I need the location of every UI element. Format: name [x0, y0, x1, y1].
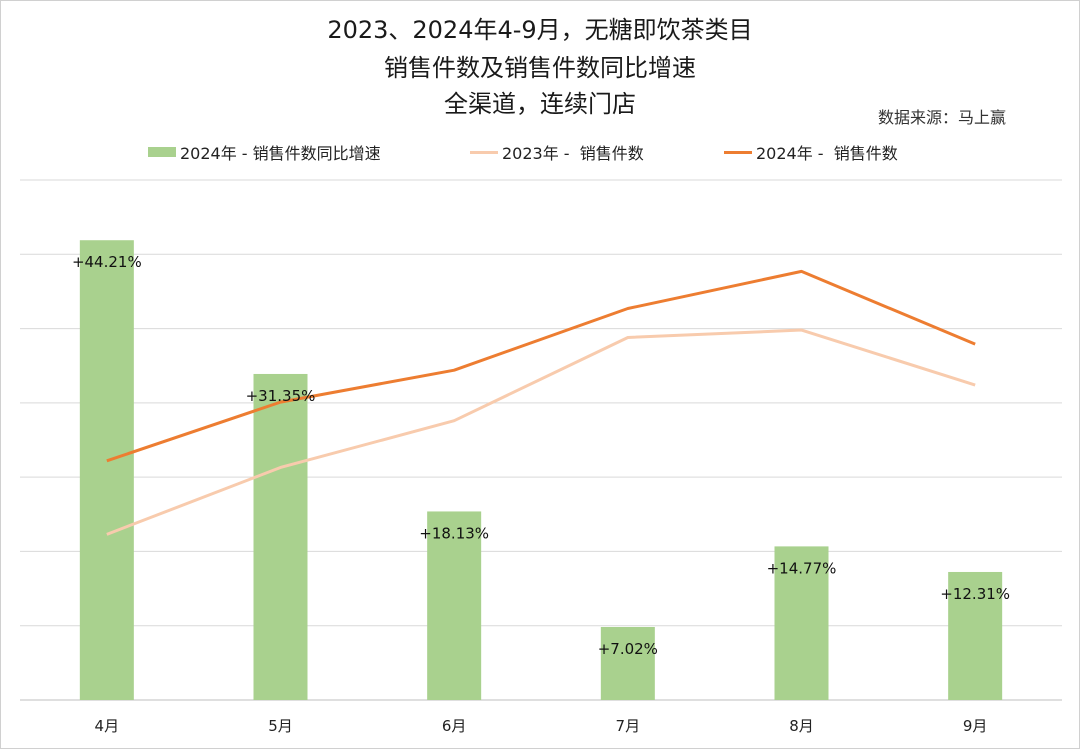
legend-swatch-2024 — [724, 150, 752, 154]
chart-title-line-3: 全渠道，连续门店 — [444, 90, 636, 118]
x-tick-label: 9月 — [963, 717, 988, 735]
bar — [427, 511, 482, 700]
x-tick-label: 6月 — [442, 717, 467, 735]
legend-item-2024: 2024年 - 销售件数 — [724, 140, 898, 164]
bar-data-label: +12.31% — [940, 585, 1010, 603]
bar-data-label: +14.77% — [767, 559, 837, 577]
legend-swatch-2023 — [470, 150, 498, 154]
x-tick-label: 5月 — [268, 717, 293, 735]
bar-data-label: +44.21% — [72, 253, 142, 271]
bar — [253, 373, 308, 700]
legend-label-2024: 2024年 - 销售件数 — [756, 144, 898, 163]
bar — [774, 546, 829, 700]
legend-item-2023: 2023年 - 销售件数 — [470, 140, 644, 164]
bar — [79, 240, 134, 700]
legend-label-2023: 2023年 - 销售件数 — [502, 144, 644, 163]
data-source-note: 数据来源：马上赢 — [878, 108, 1007, 127]
x-tick-label: 8月 — [789, 717, 814, 735]
bar — [600, 626, 655, 700]
chart-title-line-2: 销售件数及销售件数同比增速 — [384, 54, 696, 82]
chart-title-line-1: 2023、2024年4-9月，无糖即饮茶类目 — [327, 16, 753, 44]
series-line-2024 — [106, 269, 976, 463]
bar-data-label: +7.02% — [598, 640, 658, 658]
legend-item-bars: 2024年 - 销售件数同比增速 — [148, 140, 381, 164]
x-tick-label: 7月 — [616, 717, 641, 735]
legend-label-bars: 2024年 - 销售件数同比增速 — [180, 144, 381, 163]
legend-swatch-bars — [148, 147, 176, 157]
bar — [948, 571, 1003, 700]
bar-data-label: +18.13% — [419, 524, 489, 542]
x-tick-label: 4月 — [95, 717, 120, 735]
series-line-2023 — [106, 328, 976, 536]
bar-data-label: +31.35% — [246, 387, 316, 405]
